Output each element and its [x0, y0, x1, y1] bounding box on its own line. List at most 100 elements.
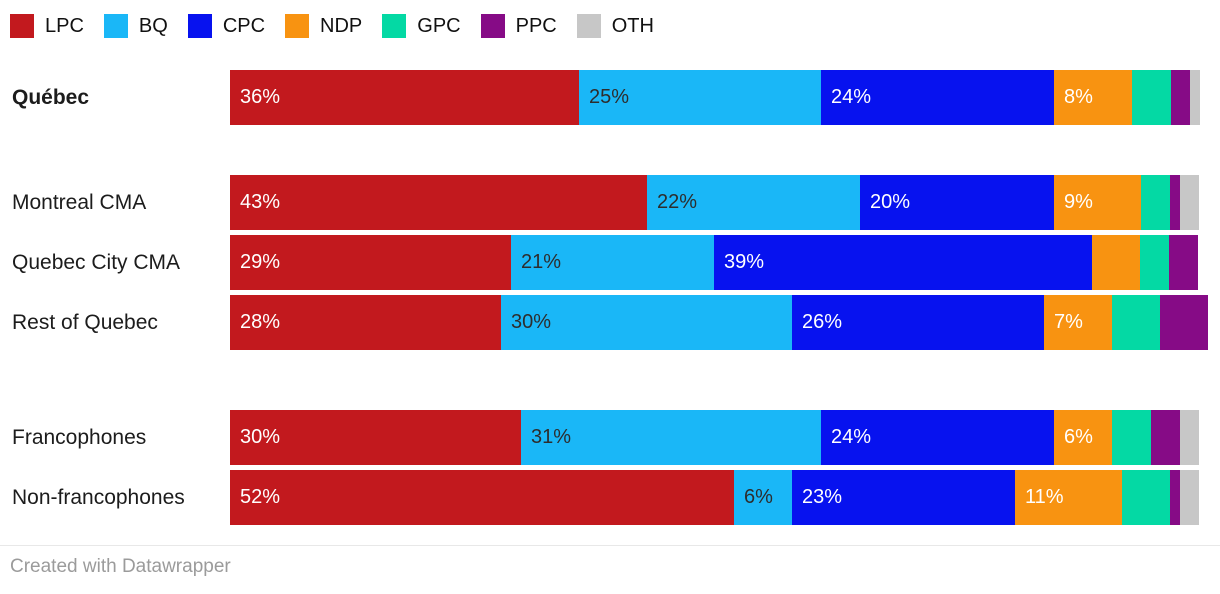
legend-item-oth: OTH: [576, 14, 654, 38]
segment-ndp: [1092, 235, 1140, 290]
bar-stack: 29% 21% 39%: [230, 235, 1198, 290]
bar-stack: 43% 22% 20% 9%: [230, 175, 1199, 230]
segment-gpc: [1122, 470, 1170, 525]
segment-cpc: 39%: [714, 235, 1092, 290]
segment-oth: [1180, 175, 1199, 230]
segment-bq: 6%: [734, 470, 792, 525]
segment-value-label: 43%: [240, 191, 281, 213]
segment-value-label: 30%: [240, 426, 281, 448]
segment-value-label: 30%: [511, 311, 552, 333]
segment-value-label: 29%: [240, 251, 281, 273]
segment-cpc: 24%: [821, 70, 1054, 125]
legend-item-lpc: LPC: [10, 14, 84, 38]
segment-ppc: [1151, 410, 1180, 465]
legend-label: LPC: [45, 15, 84, 37]
legend-swatch-lpc: [10, 14, 34, 38]
bar-row-quebec-city-cma: Quebec City CMA 29% 21% 39%: [0, 235, 1220, 290]
segment-value-label: 9%: [1064, 191, 1093, 213]
segment-value-label: 7%: [1054, 311, 1083, 333]
segment-value-label: 6%: [744, 486, 773, 508]
row-label-francophones: Francophones: [12, 425, 147, 449]
segment-ndp: 6%: [1054, 410, 1112, 465]
segment-value-label: 31%: [531, 426, 572, 448]
segment-oth: [1180, 470, 1199, 525]
segment-value-label: 28%: [240, 311, 281, 333]
bar-row-rest-of-quebec: Rest of Quebec 28% 30% 26% 7%: [0, 295, 1220, 350]
legend-item-gpc: GPC: [382, 14, 461, 38]
legend-swatch-oth: [576, 14, 601, 38]
segment-ndp: 9%: [1054, 175, 1141, 230]
legend-item-ppc: PPC: [480, 14, 557, 38]
segment-ppc: [1169, 235, 1198, 290]
segment-gpc: [1141, 175, 1170, 230]
segment-bq: 30%: [501, 295, 792, 350]
segment-gpc: [1112, 410, 1151, 465]
legend-label: NDP: [320, 15, 363, 37]
segment-ndp: 11%: [1015, 470, 1122, 525]
segment-bq: 31%: [521, 410, 821, 465]
legend-label: BQ: [138, 15, 168, 37]
segment-lpc: 29%: [230, 235, 511, 290]
chart-legend: LPC BQ CPC NDP GPC PPC OTH: [10, 14, 654, 38]
footer-divider: [0, 545, 1220, 546]
segment-cpc: 23%: [792, 470, 1015, 525]
segment-value-label: 39%: [724, 251, 765, 273]
segment-value-label: 26%: [802, 311, 843, 333]
segment-bq: 21%: [511, 235, 714, 290]
legend-swatch-ndp: [285, 14, 310, 38]
segment-value-label: 24%: [831, 86, 872, 108]
segment-value-label: 20%: [870, 191, 911, 213]
bar-row-montreal-cma: Montreal CMA 43% 22% 20% 9%: [0, 175, 1220, 230]
bar-stack: 36% 25% 24% 8%: [230, 70, 1200, 125]
legend-item-cpc: CPC: [187, 14, 266, 38]
segment-ppc: [1160, 295, 1208, 350]
segment-value-label: 25%: [589, 86, 630, 108]
segment-lpc: 36%: [230, 70, 579, 125]
segment-value-label: 22%: [657, 191, 698, 213]
segment-cpc: 24%: [821, 410, 1054, 465]
row-label-rest-of-quebec: Rest of Quebec: [12, 310, 158, 334]
segment-ndp: 8%: [1054, 70, 1132, 125]
legend-item-bq: BQ: [103, 14, 168, 38]
legend-label: CPC: [222, 15, 266, 37]
row-label-qu-bec: Québec: [12, 85, 90, 109]
segment-cpc: 20%: [860, 175, 1054, 230]
segment-ppc: [1171, 70, 1190, 125]
segment-gpc: [1132, 70, 1171, 125]
bar-stack: 30% 31% 24% 6%: [230, 410, 1199, 465]
bar-row-non-francophones: Non-francophones 52% 6% 23% 11%: [0, 470, 1220, 525]
segment-value-label: 23%: [802, 486, 843, 508]
segment-oth: [1180, 410, 1199, 465]
segment-value-label: 6%: [1064, 426, 1093, 448]
bar-row-francophones: Francophones 30% 31% 24% 6%: [0, 410, 1220, 465]
segment-value-label: 11%: [1025, 486, 1064, 508]
segment-bq: 25%: [579, 70, 821, 125]
segment-lpc: 30%: [230, 410, 521, 465]
row-label-non-francophones: Non-francophones: [12, 485, 185, 509]
bar-stack: 28% 30% 26% 7%: [230, 295, 1208, 350]
legend-label: GPC: [417, 15, 461, 37]
legend-swatch-ppc: [480, 14, 505, 38]
segment-gpc: [1112, 295, 1160, 350]
bar-row-qu-bec: Québec 36% 25% 24% 8%: [0, 70, 1220, 125]
segment-ppc: [1170, 470, 1180, 525]
bar-stack: 52% 6% 23% 11%: [230, 470, 1199, 525]
segment-oth: [1190, 70, 1200, 125]
segment-bq: 22%: [647, 175, 860, 230]
segment-ndp: 7%: [1044, 295, 1112, 350]
segment-value-label: 24%: [831, 426, 872, 448]
legend-swatch-cpc: [187, 14, 212, 38]
segment-value-label: 21%: [521, 251, 562, 273]
legend-swatch-bq: [103, 14, 128, 38]
legend-item-ndp: NDP: [285, 14, 362, 38]
segment-cpc: 26%: [792, 295, 1044, 350]
segment-value-label: 36%: [240, 86, 281, 108]
row-label-montreal-cma: Montreal CMA: [12, 190, 147, 214]
legend-swatch-gpc: [382, 14, 407, 38]
row-label-quebec-city-cma: Quebec City CMA: [12, 250, 181, 274]
legend-label: OTH: [611, 15, 654, 37]
legend-label: PPC: [515, 15, 557, 37]
datawrapper-attribution[interactable]: Created with Datawrapper: [10, 556, 231, 577]
segment-value-label: 8%: [1064, 86, 1093, 108]
